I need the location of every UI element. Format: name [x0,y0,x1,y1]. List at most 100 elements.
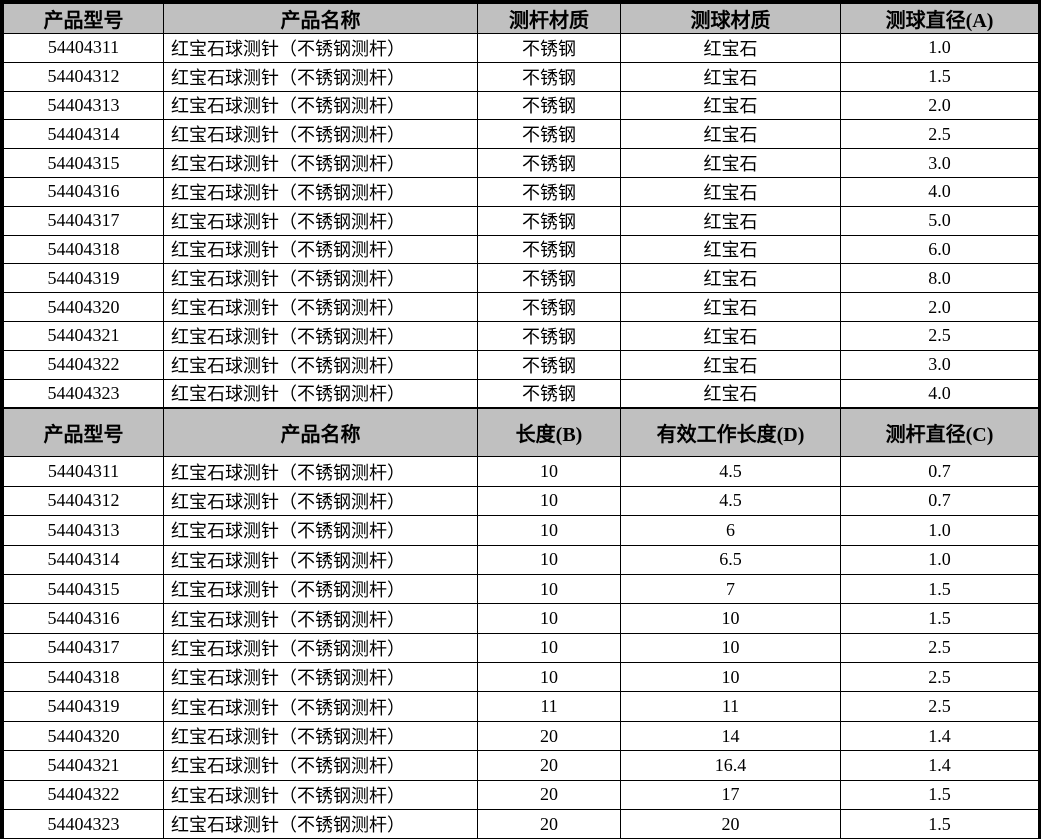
table-cell: 红宝石球测针（不锈钢测杆） [163,320,478,351]
table-cell: 54404318 [3,662,164,693]
table-cell: 红宝石球测针（不锈钢测杆） [163,573,478,605]
table-cell: 10 [477,573,621,605]
table-cell: 2.5 [840,119,1039,150]
table-cell: 1.5 [840,603,1039,634]
table-cell: 0.7 [840,485,1039,517]
table-cell: 红宝石球测针（不锈钢测杆） [163,544,478,575]
header-row: 产品型号 产品名称 长度(B) 有效工作长度(D) 测杆直径(C) [3,408,1039,458]
table-cell: 红宝石 [620,148,841,178]
table-row: 54404323 红宝石球测针（不锈钢测杆） 不锈钢 红宝石 4.0 [3,378,1039,409]
table-cell: 红宝石 [620,320,841,351]
table-cell: 不锈钢 [477,320,621,351]
table-cell: 红宝石 [620,90,841,121]
table-cell: 2.5 [840,632,1039,664]
table-cell: 54404317 [3,632,164,664]
column-header: 产品型号 [3,3,164,34]
table-cell: 3.0 [840,349,1039,380]
column-header: 测球材质 [620,3,841,34]
table-cell: 54404318 [3,234,164,265]
table-cell: 不锈钢 [477,119,621,150]
table-cell: 红宝石球测针（不锈钢测杆） [163,750,478,781]
table-cell: 红宝石球测针（不锈钢测杆） [163,515,478,546]
table-cell: 不锈钢 [477,90,621,121]
table-cell: 10 [477,544,621,575]
table-cell: 红宝石球测针（不锈钢测杆） [163,349,478,380]
table-cell: 红宝石球测针（不锈钢测杆） [163,205,478,236]
table-cell: 红宝石 [620,205,841,236]
table-cell: 1.4 [840,750,1039,781]
table-cell: 红宝石 [620,263,841,294]
table-cell: 4.0 [840,378,1039,409]
column-header: 长度(B) [477,408,621,458]
table-row: 54404321 红宝石球测针（不锈钢测杆） 20 16.4 1.4 [3,750,1039,781]
table-row: 54404314 红宝石球测针（不锈钢测杆） 10 6.5 1.0 [3,544,1039,575]
table-cell: 红宝石球测针（不锈钢测杆） [163,263,478,294]
table-cell: 1.5 [840,61,1039,92]
table-cell: 红宝石 [620,349,841,380]
table-cell: 4.5 [620,485,841,517]
table-row: 54404312 红宝石球测针（不锈钢测杆） 10 4.5 0.7 [3,485,1039,517]
table-row: 54404317 红宝石球测针（不锈钢测杆） 10 10 2.5 [3,632,1039,664]
table-cell: 54404320 [3,292,164,322]
table-cell: 1.5 [840,809,1039,839]
table-cell: 10 [477,632,621,664]
table-cell: 1.4 [840,720,1039,752]
table-cell: 2.5 [840,662,1039,693]
column-header: 测杆材质 [477,3,621,34]
table-cell: 红宝石球测针（不锈钢测杆） [163,485,478,517]
column-header: 有效工作长度(D) [620,408,841,458]
table-cell: 不锈钢 [477,176,621,207]
table-cell: 11 [620,691,841,722]
table-cell: 7 [620,573,841,605]
table-row: 54404316 红宝石球测针（不锈钢测杆） 10 10 1.5 [3,603,1039,634]
table-cell: 红宝石 [620,378,841,409]
column-header: 产品名称 [163,3,478,34]
table-cell: 1.5 [840,573,1039,605]
table-cell: 54404315 [3,148,164,178]
table-row: 54404318 红宝石球测针（不锈钢测杆） 不锈钢 红宝石 6.0 [3,234,1039,265]
table-cell: 红宝石球测针（不锈钢测杆） [163,176,478,207]
table-cell: 2.0 [840,292,1039,322]
table-cell: 1.5 [840,779,1039,811]
table-cell: 20 [477,750,621,781]
table-cell: 1.0 [840,544,1039,575]
table-cell: 2.5 [840,320,1039,351]
table-cell: 红宝石球测针（不锈钢测杆） [163,378,478,409]
table-cell: 6 [620,515,841,546]
table-row: 54404315 红宝石球测针（不锈钢测杆） 不锈钢 红宝石 3.0 [3,148,1039,178]
table-cell: 54404314 [3,544,164,575]
table-cell: 4.5 [620,456,841,487]
table-cell: 5.0 [840,205,1039,236]
table-cell: 红宝石球测针（不锈钢测杆） [163,603,478,634]
table-cell: 红宝石球测针（不锈钢测杆） [163,292,478,322]
table-cell: 54404313 [3,90,164,121]
table-cell: 17 [620,779,841,811]
table-cell: 红宝石球测针（不锈钢测杆） [163,119,478,150]
table-row: 54404318 红宝石球测针（不锈钢测杆） 10 10 2.5 [3,662,1039,693]
table-row: 54404315 红宝石球测针（不锈钢测杆） 10 7 1.5 [3,573,1039,605]
table-cell: 红宝石球测针（不锈钢测杆） [163,90,478,121]
table-cell: 54404323 [3,809,164,839]
table-row: 54404320 红宝石球测针（不锈钢测杆） 20 14 1.4 [3,720,1039,752]
table-cell: 54404312 [3,485,164,517]
table-row: 54404314 红宝石球测针（不锈钢测杆） 不锈钢 红宝石 2.5 [3,119,1039,150]
table-cell: 10 [477,485,621,517]
table-cell: 54404321 [3,320,164,351]
table-cell: 不锈钢 [477,205,621,236]
table-cell: 54404316 [3,176,164,207]
table-cell: 红宝石球测针（不锈钢测杆） [163,662,478,693]
table-cell: 54404322 [3,349,164,380]
table-cell: 红宝石 [620,292,841,322]
table-cell: 54404312 [3,61,164,92]
table-cell: 红宝石 [620,176,841,207]
table-cell: 1.0 [840,515,1039,546]
table-cell: 20 [477,720,621,752]
ball-material-table: 产品型号 产品名称 测杆材质 测球材质 测球直径(A) 54404311 红宝石球测针（不锈… [3,3,1039,409]
table-cell: 4.0 [840,176,1039,207]
table-row: 54404316 红宝石球测针（不锈钢测杆） 不锈钢 红宝石 4.0 [3,176,1039,207]
table-cell: 10 [620,632,841,664]
table-cell: 不锈钢 [477,33,621,63]
table-row: 54404313 红宝石球测针（不锈钢测杆） 10 6 1.0 [3,515,1039,546]
table-cell: 红宝石球测针（不锈钢测杆） [163,809,478,839]
